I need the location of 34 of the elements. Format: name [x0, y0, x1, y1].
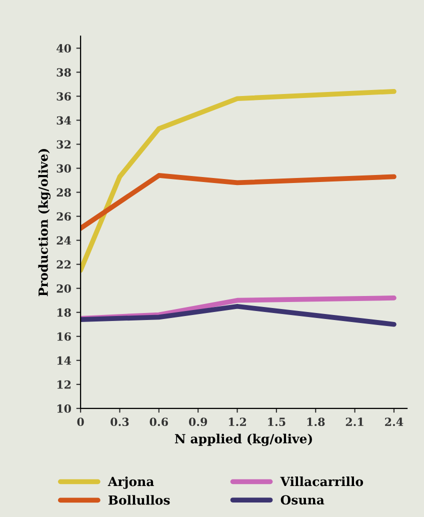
x-tick-label: 2.1	[346, 418, 364, 426]
x-tick-label: 0	[77, 418, 84, 426]
y-tick-label: 30	[56, 164, 72, 173]
line-series	[80, 173, 396, 231]
legend-label: Bollullos	[108, 495, 170, 505]
x-tick-label: 0.3	[110, 418, 129, 426]
y-tick-label: 38	[56, 68, 71, 77]
x-tick-label: 2.4	[385, 418, 404, 426]
legend-label: Villacarrillo	[280, 476, 364, 486]
x-tick-label: 1.2	[228, 418, 246, 426]
y-axis-title: Production (kg/olive)	[38, 149, 51, 296]
x-tick-label: 1.8	[307, 418, 325, 426]
y-tick-label: 20	[56, 284, 72, 293]
y-tick-label: 12	[57, 380, 71, 389]
x-tick-label: 0.6	[150, 418, 168, 426]
x-tick-label: 0.9	[188, 418, 208, 426]
y-tick-label: 36	[56, 92, 71, 101]
x-tick-label: 1.5	[268, 418, 286, 426]
y-tick-label: 14	[57, 356, 72, 365]
y-tick-label: 18	[57, 308, 71, 317]
y-tick-label: 40	[56, 44, 72, 53]
y-tick-label: 16	[57, 332, 71, 341]
y-tick-label: 24	[56, 236, 72, 245]
line-series	[80, 304, 396, 327]
legend-label: Arjona	[108, 476, 154, 489]
y-tick-label: 32	[56, 140, 71, 149]
line-series	[80, 88, 396, 273]
y-tick-label: 10	[57, 404, 72, 413]
y-tick-label: 34	[56, 116, 72, 125]
y-tick-label: 26	[56, 212, 71, 221]
x-axis-title: N applied (kg/olive)	[174, 434, 312, 446]
y-tick-label: 28	[56, 188, 71, 197]
legend-label: Osuna	[280, 495, 324, 505]
y-tick-label: 22	[56, 260, 71, 269]
